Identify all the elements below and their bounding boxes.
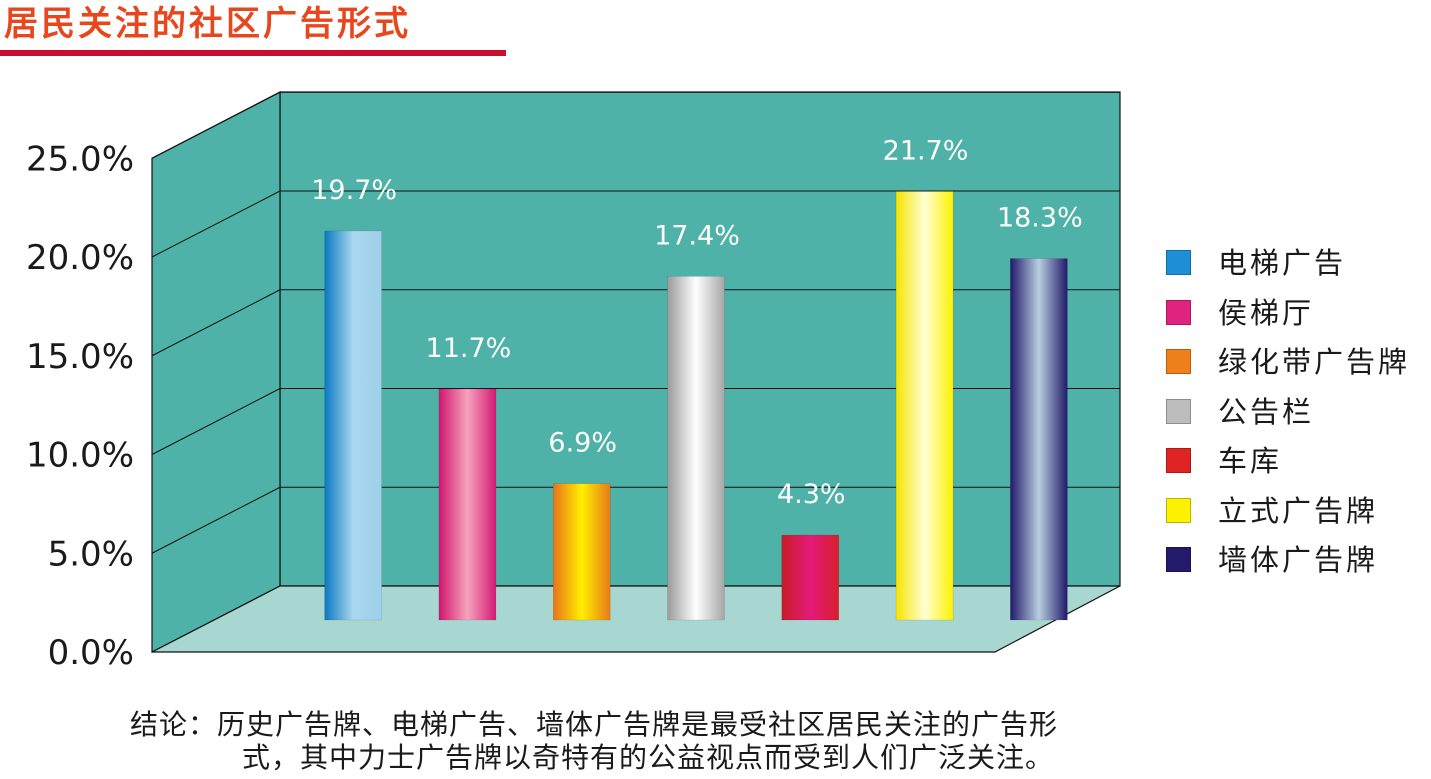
- legend-swatch: [1166, 349, 1191, 374]
- data-label: 19.7%: [311, 175, 397, 206]
- data-labels: 19.7% 11.7% 6.9% 17.4% 4.3% 21.7% 18.3%: [311, 135, 1082, 510]
- legend-label: 绿化带广告牌: [1218, 345, 1411, 379]
- chart-background: [151, 91, 1121, 653]
- data-label: 17.4%: [654, 220, 740, 251]
- legend-swatch: [1166, 547, 1191, 572]
- gridline-side: [151, 190, 281, 258]
- conclusion-line-1: 结论：历史广告牌、电梯广告、墙体广告牌是最受社区居民关注的广告形: [130, 708, 1059, 741]
- legend-swatch: [1166, 448, 1191, 473]
- bar-公告栏: [667, 276, 725, 621]
- conclusion-line-2: 式，其中力士广告牌以奇特有的公益视点而受到人们广泛关注。: [242, 741, 1055, 774]
- bar-立式广告牌: [895, 191, 954, 621]
- data-label: 21.7%: [883, 135, 969, 166]
- legend-label: 电梯广告: [1218, 246, 1347, 280]
- bar-车库: [781, 534, 840, 621]
- legend-label: 车库: [1218, 444, 1283, 478]
- gridline-side: [151, 91, 281, 159]
- y-tick-label: 20.0%: [26, 238, 134, 278]
- legend-label: 公告栏: [1218, 394, 1315, 429]
- y-tick-label: 10.0%: [26, 436, 134, 476]
- bar-电梯广告: [324, 230, 382, 621]
- bar-绿化带广告牌: [552, 483, 611, 621]
- side-wall: [151, 91, 281, 653]
- y-axis-ticks: 0.0% 5.0% 10.0% 15.0% 20.0% 25.0%: [26, 139, 134, 673]
- legend-swatch: [1166, 299, 1191, 325]
- gridlines: [151, 91, 1120, 554]
- gridline-side: [151, 289, 281, 357]
- floor: [151, 585, 1121, 653]
- y-tick-label: 15.0%: [26, 337, 134, 377]
- legend-label: 侯梯厅: [1218, 295, 1315, 330]
- data-label: 4.3%: [777, 479, 846, 510]
- bars: [324, 191, 1068, 621]
- data-label: 18.3%: [997, 203, 1083, 234]
- legend-swatch: [1166, 250, 1191, 275]
- page-title: 居民关注的社区广告形式: [4, 4, 411, 44]
- gridline-side: [151, 486, 281, 554]
- legend-label: 墙体广告牌: [1218, 543, 1379, 577]
- y-tick-label: 5.0%: [48, 534, 134, 574]
- y-tick-label: 25.0%: [26, 139, 134, 179]
- y-tick-label: 0.0%: [48, 633, 134, 673]
- bar-侯梯厅: [438, 388, 497, 621]
- data-label: 11.7%: [426, 333, 512, 364]
- legend-swatch: [1166, 398, 1191, 424]
- gridline-side: [151, 388, 281, 455]
- title-underline: [0, 50, 506, 56]
- legend-swatch: [1166, 497, 1191, 523]
- data-label: 6.9%: [548, 428, 617, 459]
- bar-墙体广告牌: [1010, 258, 1068, 621]
- legend-label: 立式广告牌: [1218, 493, 1379, 528]
- conclusion-text: 结论：历史广告牌、电梯广告、墙体广告牌是最受社区居民关注的广告形 式，其中力士广…: [130, 708, 1330, 774]
